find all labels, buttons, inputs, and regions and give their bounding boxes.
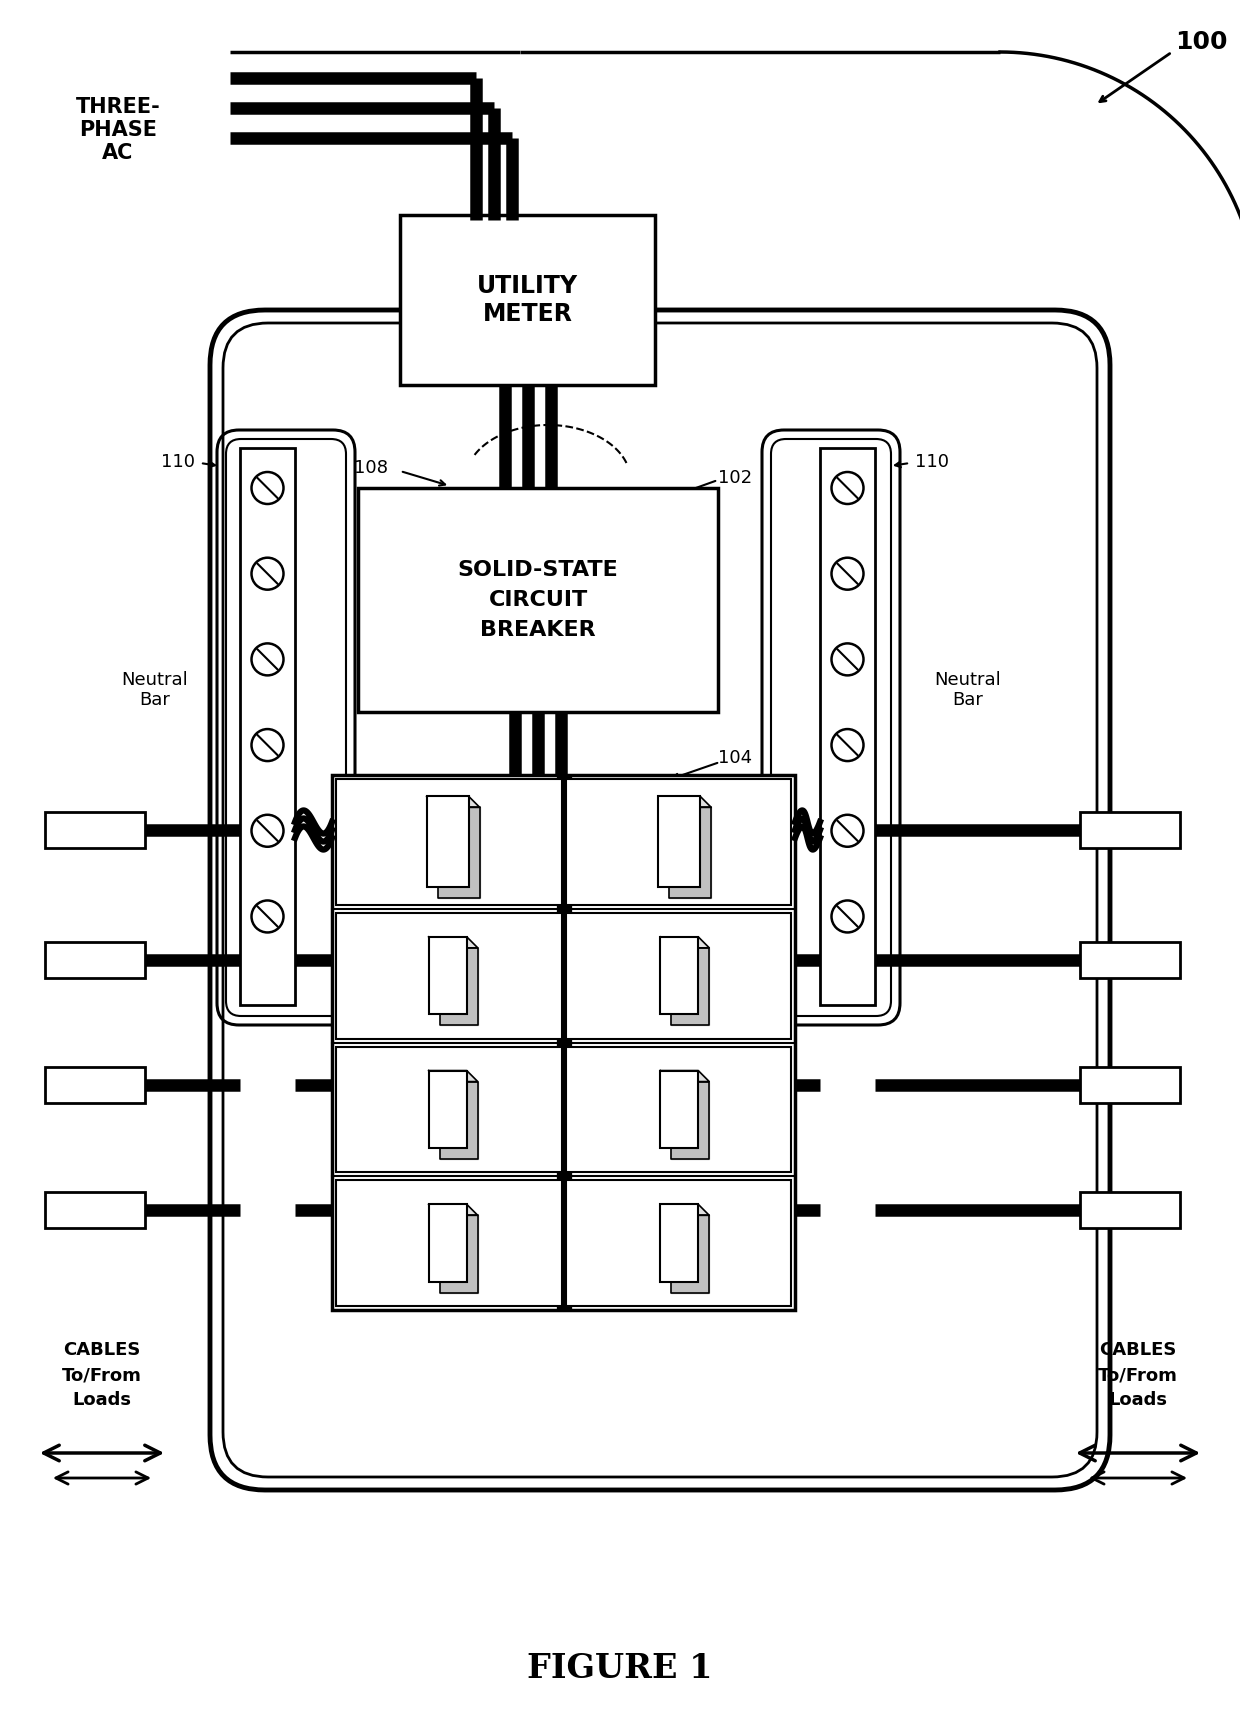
Polygon shape — [438, 807, 480, 898]
Bar — [358, 489, 718, 712]
Text: CABLES
To/From
Loads: CABLES To/From Loads — [62, 1341, 141, 1409]
Bar — [660, 1205, 698, 1282]
Polygon shape — [440, 1215, 477, 1292]
Bar — [565, 1046, 791, 1172]
Text: Neutral
Bar: Neutral Bar — [935, 671, 1002, 709]
Polygon shape — [660, 1070, 709, 1081]
Bar — [45, 941, 145, 978]
Text: UTILITY
METER: UTILITY METER — [477, 274, 578, 325]
Polygon shape — [658, 797, 712, 807]
FancyBboxPatch shape — [210, 310, 1110, 1490]
Polygon shape — [670, 807, 712, 898]
Bar — [241, 447, 295, 1005]
Text: 108: 108 — [353, 460, 388, 477]
Polygon shape — [427, 797, 480, 807]
Bar — [336, 912, 562, 1038]
Bar — [45, 1067, 145, 1103]
Polygon shape — [660, 1205, 709, 1215]
Bar — [336, 1181, 562, 1306]
Polygon shape — [429, 1070, 477, 1081]
Bar — [401, 215, 655, 386]
Bar — [45, 1193, 145, 1229]
Bar — [820, 447, 875, 1005]
Polygon shape — [671, 1081, 709, 1160]
Bar — [1080, 812, 1180, 848]
Bar — [565, 1181, 791, 1306]
Bar — [660, 936, 698, 1014]
Text: Neutral
Bar: Neutral Bar — [122, 671, 188, 709]
Bar — [1080, 1193, 1180, 1229]
Text: 110: 110 — [161, 453, 195, 472]
Polygon shape — [429, 936, 477, 948]
Text: 110: 110 — [915, 453, 949, 472]
Bar — [1080, 1067, 1180, 1103]
Bar — [45, 812, 145, 848]
Bar — [332, 774, 795, 1310]
Polygon shape — [671, 948, 709, 1026]
Text: 104: 104 — [718, 749, 753, 768]
Polygon shape — [671, 1215, 709, 1292]
Bar — [429, 936, 466, 1014]
Bar — [660, 1070, 698, 1148]
Bar — [427, 797, 469, 888]
Text: CABLES
To/From
Loads: CABLES To/From Loads — [1099, 1341, 1178, 1409]
Polygon shape — [440, 948, 477, 1026]
Text: FIGURE 1: FIGURE 1 — [527, 1652, 713, 1685]
Text: 102: 102 — [718, 470, 753, 487]
Text: 100: 100 — [1176, 29, 1228, 53]
Bar — [429, 1205, 466, 1282]
Bar — [429, 1070, 466, 1148]
Bar — [565, 912, 791, 1038]
Polygon shape — [660, 936, 709, 948]
Bar — [336, 1046, 562, 1172]
Bar — [658, 797, 701, 888]
Polygon shape — [440, 1081, 477, 1160]
Polygon shape — [429, 1205, 477, 1215]
Text: THREE-
PHASE
AC: THREE- PHASE AC — [76, 96, 160, 163]
Bar — [336, 780, 562, 905]
Text: SOLID-STATE
CIRCUIT
BREAKER: SOLID-STATE CIRCUIT BREAKER — [458, 561, 619, 640]
Bar — [1080, 941, 1180, 978]
Bar — [565, 780, 791, 905]
